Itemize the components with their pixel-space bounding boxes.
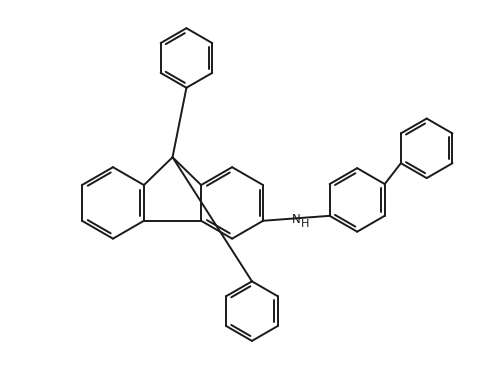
Text: H: H <box>301 219 310 229</box>
Text: N: N <box>292 213 300 226</box>
